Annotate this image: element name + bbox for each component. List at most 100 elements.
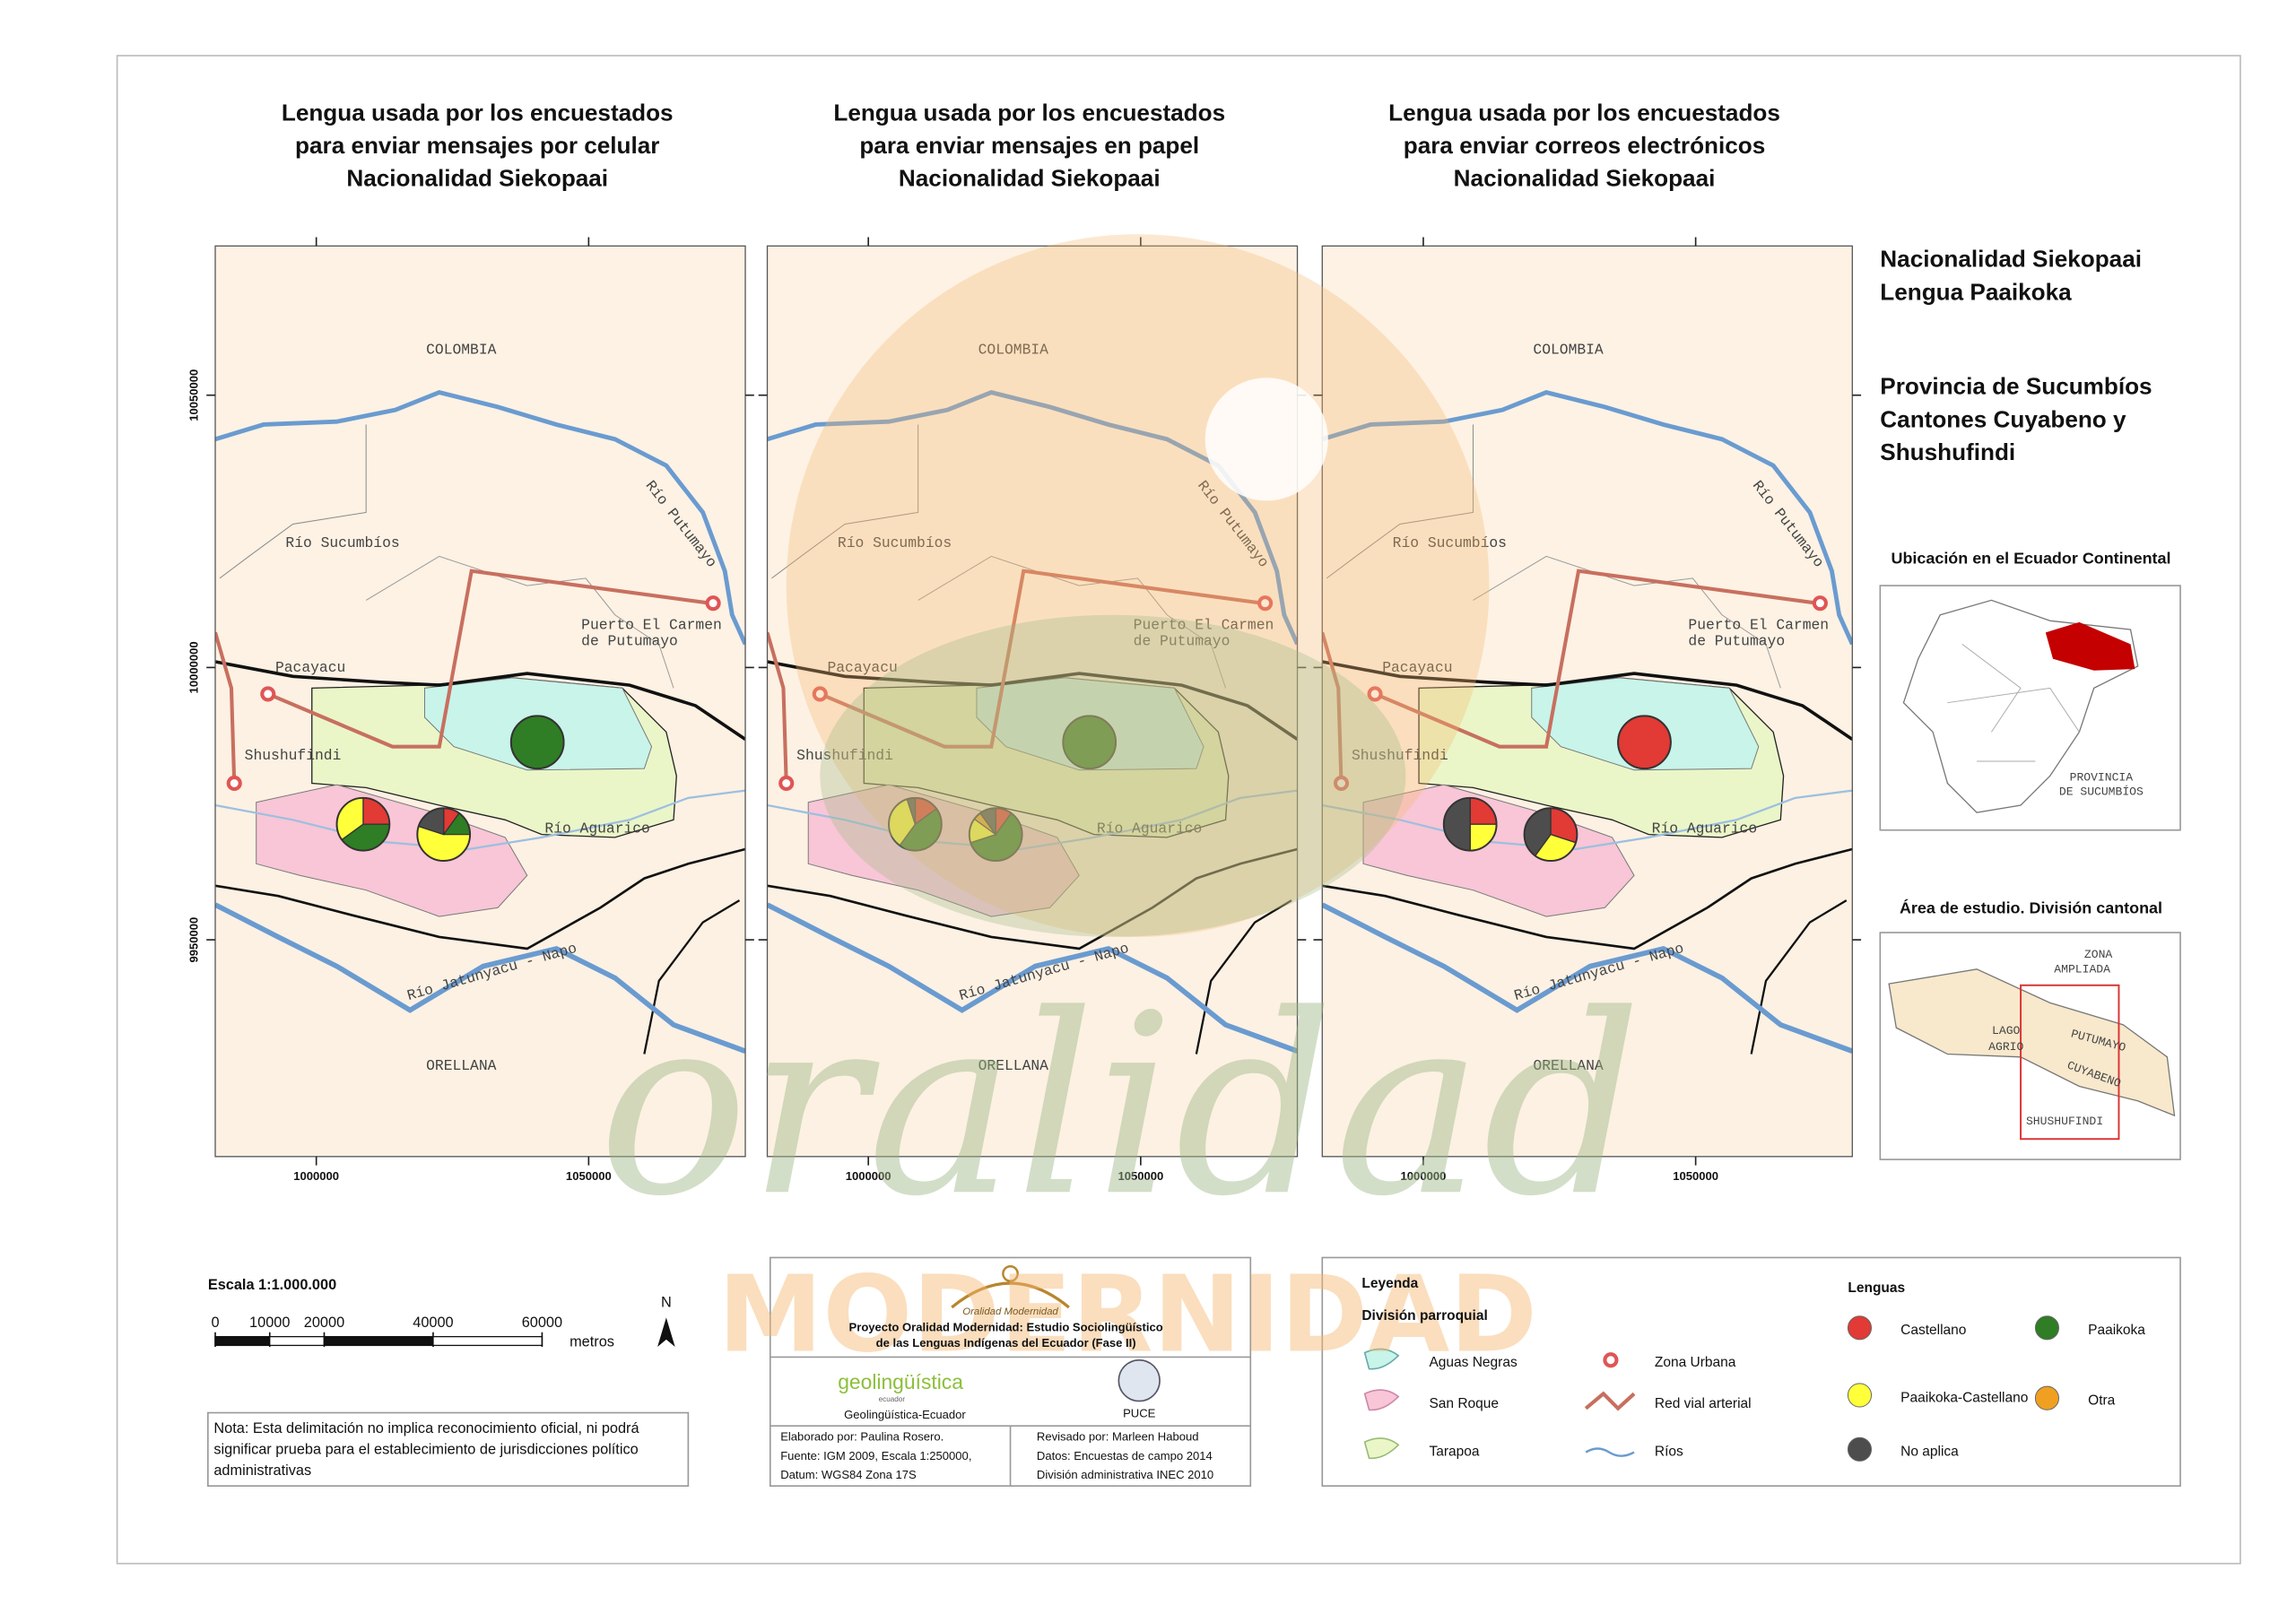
pie-outline [968,807,1023,863]
north-label: N [661,1294,672,1310]
inset-label: AMPLIADA [2054,962,2110,976]
puce-emblem [1118,1358,1161,1402]
pie-outline [1062,715,1118,770]
credit-text: Elaborado por: Paulina Rosero. [780,1430,944,1444]
place-label: Shushufindi [245,747,342,764]
place-label: COLOMBIA [1533,342,1604,359]
map-panel [768,246,1298,1157]
legend-label: Castellano [1900,1323,1966,1338]
credit-text: Datum: WGS84 Zona 17S [780,1468,917,1481]
map-title: para enviar mensajes por celular [295,132,659,159]
legend-label: Aguas Negras [1429,1355,1517,1370]
side-title: Provincia de Sucumbíos [1880,373,2152,400]
scale-title: Escala 1:1.000.000 [208,1277,336,1293]
place-label: ORELLANA [426,1057,497,1074]
place-label: Puerto El Carmen [1134,616,1274,633]
side-title: Shushufindi [1880,438,2015,465]
credit-text: Revisado por: Marleen Haboud [1037,1430,1199,1444]
place-label: Río Sucumbíos [285,534,399,551]
x-tick-label: 1000000 [293,1169,339,1183]
place-label: Pacayacu [827,659,897,676]
x-tick-label: 1050000 [566,1169,612,1183]
side-title: Lengua Paaikoka [1880,278,2072,305]
logo-head [1002,1265,1019,1282]
credit-text: Fuente: IGM 2009, Escala 1:250000, [780,1449,971,1462]
legend-label: No aplica [1900,1445,1959,1460]
inset-label: LAGO [1992,1024,2020,1037]
map-title: Nacionalidad Siekopaai [899,165,1161,192]
y-tick-label: 10050000 [187,369,201,421]
map-title: para enviar correos electrónicos [1404,132,1765,159]
map-title: Lengua usada por los encuestados [282,99,674,126]
note-box [207,1411,690,1487]
scale-unit: metros [570,1333,614,1350]
map-title: Lengua usada por los encuestados [833,99,1225,126]
inset-title: Ubicación en el Ecuador Continental [1892,549,2171,567]
legend-subtitle: División parroquial [1361,1308,1487,1324]
y-tick-label: 9950000 [187,917,201,963]
legend-label: Red vial arterial [1655,1396,1752,1411]
x-tick-label: 1000000 [1401,1169,1447,1183]
legend-label: San Roque [1429,1396,1499,1411]
legend-label: Paaikoka-Castellano [1900,1390,2028,1405]
inset-label: DE SUCUMBÍOS [2059,785,2144,799]
geo-sub: ecuador [879,1395,906,1403]
inset-label: PROVINCIA [2070,770,2134,784]
scale-segment [214,1335,271,1347]
legend-label: Zona Urbana [1655,1355,1736,1370]
logo-arc [951,1281,1070,1309]
symbol [1584,1391,1636,1411]
x-tick-label: 1050000 [1118,1169,1163,1183]
map-title: Lengua usada por los encuestados [1388,99,1780,126]
pie-outline [509,715,565,770]
logo-text: Oralidad Modernidad [962,1306,1058,1317]
place-label: Shushufindi [796,747,893,764]
legend-box [1321,1256,2181,1487]
sheet-border [116,55,2241,1565]
inset-label: AGRIO [1988,1040,2023,1054]
legend-swatch [1847,1436,1873,1462]
map-panel [1322,246,1852,1157]
symbol [1363,1348,1400,1370]
legend-label: Tarapoa [1429,1445,1479,1460]
place-label: Pacayacu [275,659,345,676]
place-label: de Putumayo [1688,632,1785,649]
symbol [1363,1437,1400,1460]
inset-title: Área de estudio. División cantonal [1900,898,2162,917]
inset-label: ZONA [2084,948,2112,961]
place-label: Puerto El Carmen [581,616,722,633]
credits-dividers [770,1356,1251,1487]
north-arrow [657,1317,675,1348]
scale-segment [432,1335,544,1347]
province-lines [1947,643,2080,762]
note-text: significar prueba para el establecimient… [213,1441,638,1457]
pie-outline [888,796,943,852]
geo-name: Geolingüística-Ecuador [844,1408,966,1421]
symbol [1363,1389,1400,1411]
x-tick-label: 1050000 [1673,1169,1718,1183]
map-title: para enviar mensajes en papel [859,132,1199,159]
canton-area [1888,968,2176,1117]
symbol [1603,1352,1619,1368]
note-text: Nota: Esta delimitación no implica recon… [213,1420,639,1436]
side-title: Cantones Cuyabeno y [1880,405,2126,432]
legend-label: Paaikoka [2088,1323,2145,1338]
pie-outline [335,796,391,852]
zoom-box [2020,984,2120,1141]
scale-segment [269,1335,326,1347]
place-label: Shushufindi [1352,747,1448,764]
legend-swatch [2034,1315,2059,1341]
place-label: Río Sucumbíos [1393,534,1507,551]
map-panel [215,246,745,1157]
y-tick-label: 10000000 [187,641,201,693]
scale-segment [323,1335,434,1347]
place-label: Puerto El Carmen [1688,616,1829,633]
legend-label: Ríos [1655,1445,1683,1460]
scale-label: 60000 [522,1315,562,1331]
credit-text: División administrativa INEC 2010 [1037,1468,1213,1481]
scale-label: 0 [211,1315,219,1331]
legend-subtitle: Lenguas [1848,1280,1905,1296]
place-label: Río Aguarico [1097,820,1202,837]
place-label: de Putumayo [1134,632,1231,649]
